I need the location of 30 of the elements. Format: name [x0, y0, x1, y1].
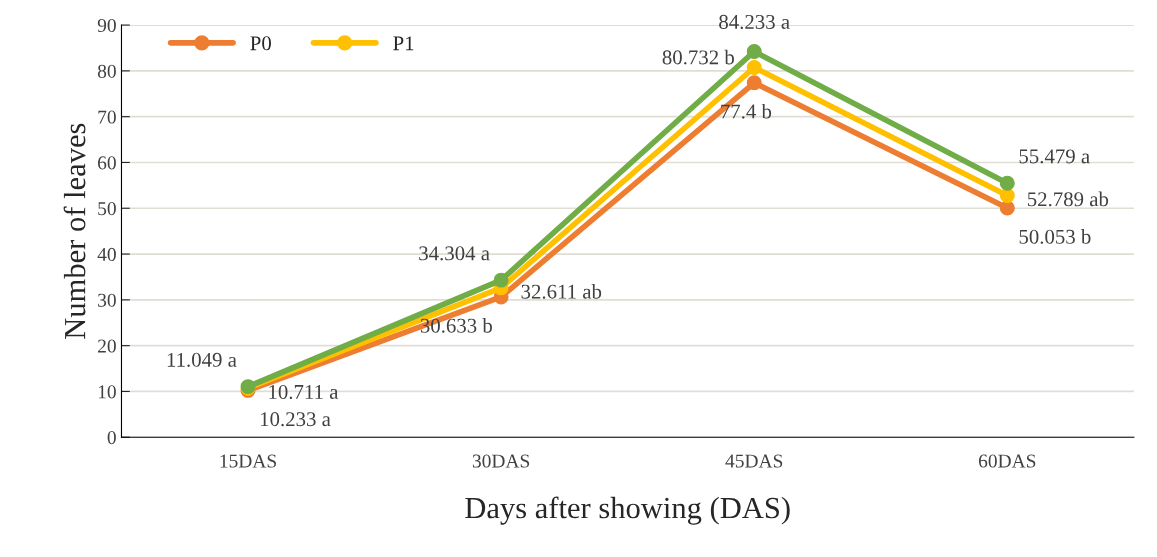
data-label: 11.049 a: [167, 352, 237, 367]
y-tick-label: 10: [98, 385, 116, 399]
data-label: 84.233 a: [719, 14, 790, 29]
y-tick-label: 0: [107, 431, 116, 445]
y-tick-label: 20: [98, 339, 116, 353]
data-label: 77.4 b: [721, 103, 772, 119]
data-label: 80.732 b: [662, 49, 734, 65]
y-tick-label: 50: [98, 202, 116, 216]
data-label: 55.479 a: [1019, 149, 1090, 164]
data-label: 10.233 a: [260, 412, 331, 427]
x-tick-label: 60DAS: [978, 454, 1036, 468]
y-axis-title: Number of leaves: [63, 123, 86, 339]
data-label: 52.789 ab: [1027, 191, 1109, 207]
data-label: 32.611 ab: [521, 284, 602, 299]
data-label: 30.633 b: [420, 318, 492, 333]
x-tick-label: 30DAS: [472, 454, 530, 468]
legend-label: P0: [250, 36, 271, 51]
y-tick-label: 80: [97, 64, 116, 78]
y-tick-label: 60: [98, 156, 116, 170]
x-axis-title: Days after showing (DAS): [465, 496, 790, 525]
x-tick-label: 45DAS: [725, 454, 783, 468]
data-label: 10.711 a: [269, 384, 339, 400]
x-tick-label: 15DAS: [220, 454, 276, 468]
y-tick-label: 90: [97, 18, 116, 32]
data-label: 50.053 b: [1019, 229, 1091, 244]
legend-label: P1: [393, 36, 414, 51]
y-tick-label: 70: [98, 110, 116, 124]
data-label: 34.304 a: [419, 246, 490, 261]
y-tick-label: 40: [97, 247, 116, 261]
y-tick-label: 30: [98, 293, 116, 307]
